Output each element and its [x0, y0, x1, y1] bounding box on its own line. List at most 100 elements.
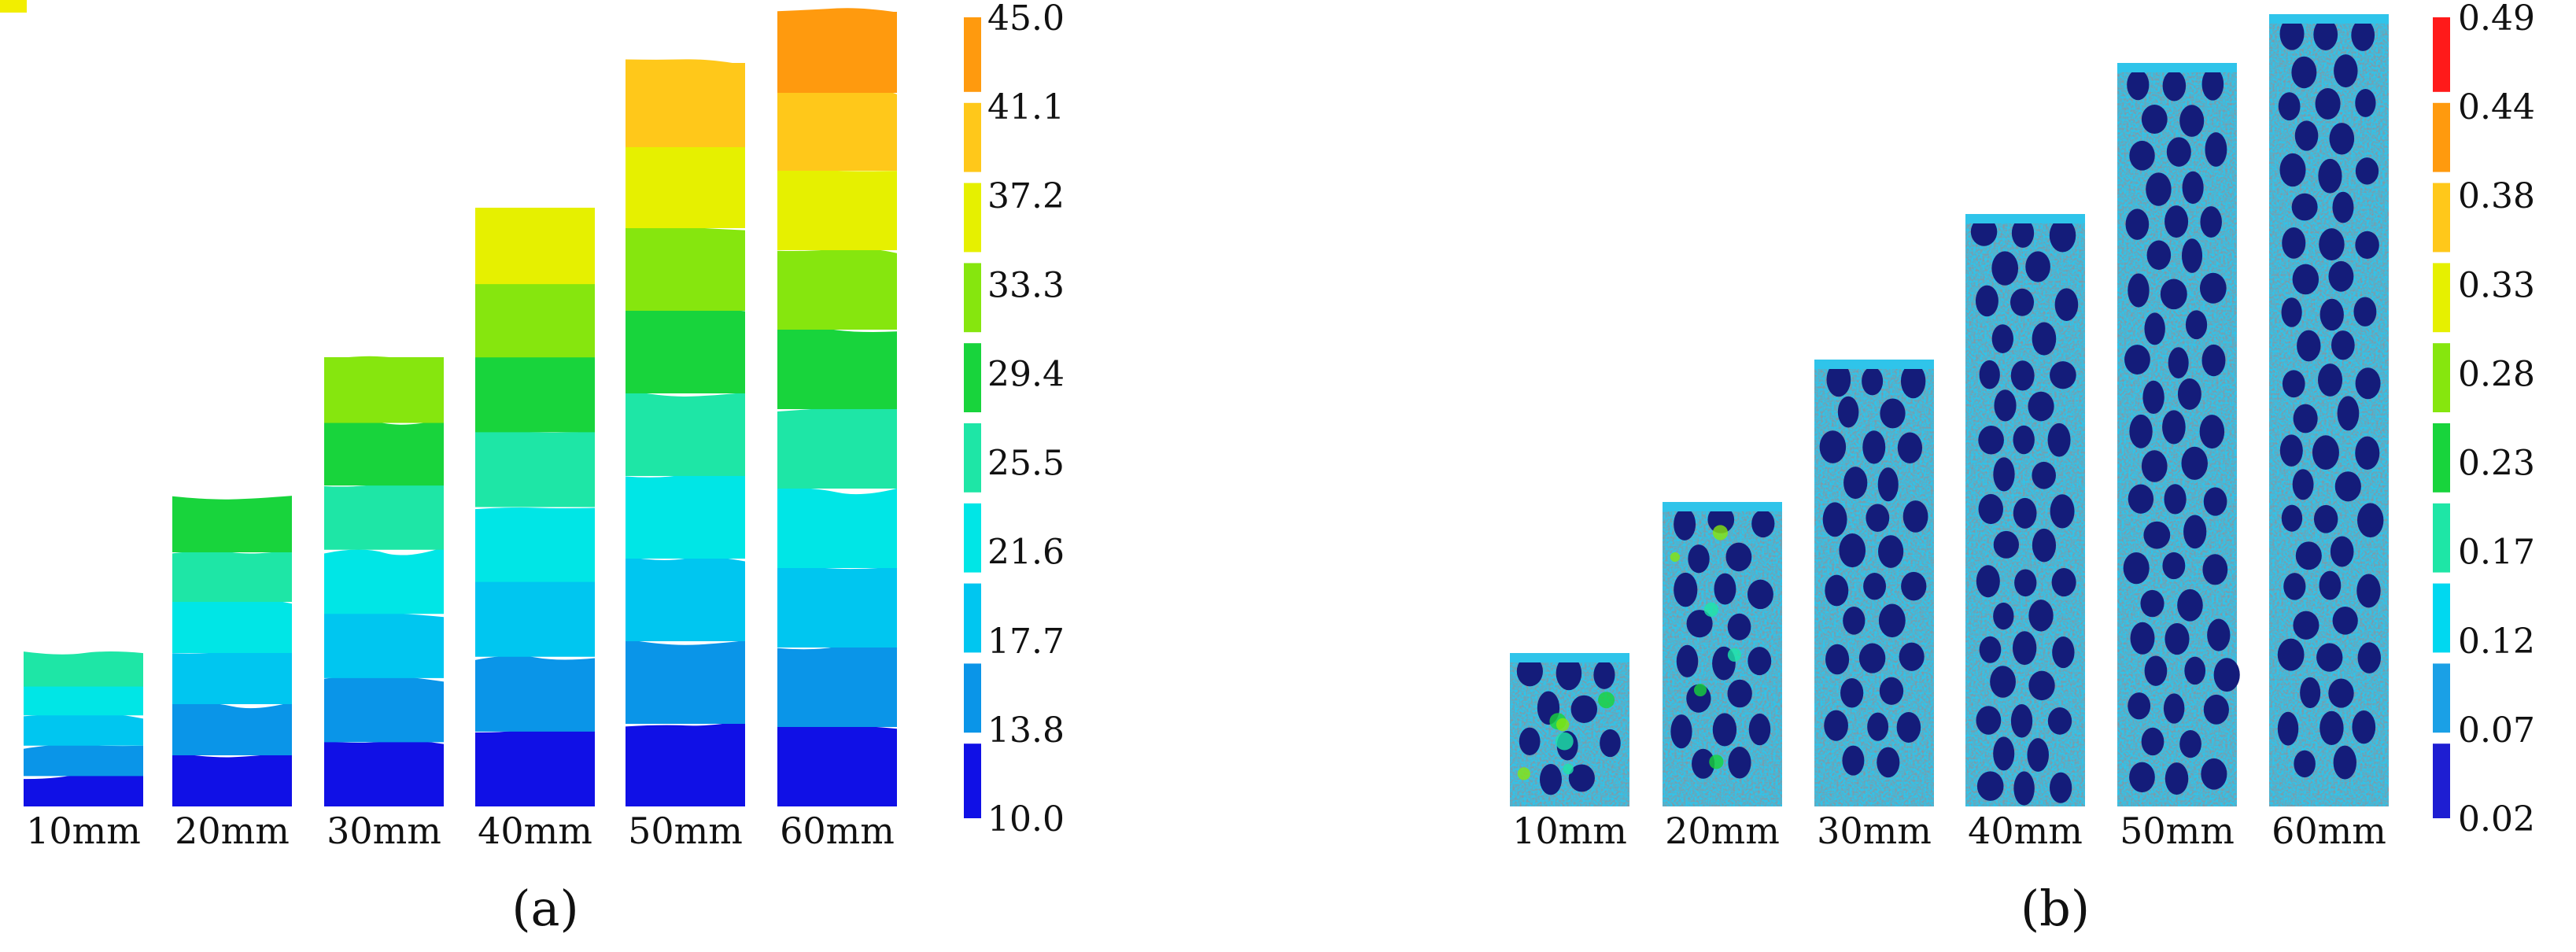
pore-blob — [1902, 500, 1928, 533]
colorbar-tick-label: 13.8 — [987, 710, 1065, 751]
pore-blob — [2028, 391, 2054, 422]
pore-blob — [1826, 362, 1851, 397]
pore-blob — [2032, 528, 2057, 563]
color-band — [24, 712, 143, 746]
color-band — [172, 751, 292, 806]
panel-a-colorbar-ticks: 45.0 41.1 37.2 33.3 29.4 25.5 21.6 17.7 13.8 10.0 — [987, 0, 1065, 839]
colorbar-swatch — [964, 343, 981, 412]
pore-blob — [1748, 713, 1771, 746]
pore-blob — [1843, 607, 1866, 635]
color-band — [24, 683, 143, 716]
pore-blob — [1686, 610, 1713, 638]
pore-blob — [2050, 494, 2075, 529]
color-band — [475, 726, 595, 806]
strain-spot — [1709, 755, 1724, 769]
pore-blob — [2333, 745, 2356, 780]
column-label: 60mm — [780, 810, 895, 852]
pore-blob — [2205, 132, 2227, 167]
strain-spot — [1563, 763, 1574, 775]
panel-a-column — [475, 208, 595, 806]
pore-blob — [1570, 695, 1598, 723]
colorbar-tick-label: 17.7 — [987, 622, 1065, 662]
color-band — [172, 598, 292, 653]
pore-blob — [2294, 120, 2319, 151]
strain-spot — [1598, 692, 1615, 709]
pore-blob — [1728, 747, 1751, 779]
color-band — [777, 85, 897, 171]
pore-blob — [1866, 504, 1890, 533]
colorbar-tick-label: 0.23 — [2458, 444, 2535, 484]
pore-blob — [2141, 450, 2168, 482]
colorbar-swatch — [964, 183, 981, 253]
pore-blob — [2292, 469, 2314, 500]
colorbar-swatch — [2433, 583, 2450, 653]
pore-blob — [2207, 618, 2231, 651]
pore-blob — [2279, 153, 2306, 187]
pore-blob — [2331, 330, 2355, 360]
pore-blob — [2203, 694, 2229, 725]
pore-blob — [2277, 638, 2305, 671]
pore-blob — [2010, 288, 2035, 316]
column-label: 10mm — [1512, 810, 1627, 852]
color-band — [475, 580, 595, 657]
pore-blob — [2146, 172, 2172, 206]
pore-blob — [2052, 637, 2075, 669]
pore-blob — [2142, 380, 2165, 415]
pore-blob — [1707, 506, 1735, 533]
colorbar-swatch — [964, 17, 981, 92]
pore-blob — [2203, 487, 2227, 516]
color-band — [324, 418, 444, 486]
panel-b-column — [1965, 214, 2085, 806]
pore-blob — [1674, 507, 1696, 541]
color-band — [24, 769, 143, 806]
pore-blob — [2050, 361, 2076, 389]
pore-blob — [2128, 692, 2151, 720]
colorbar-tick-label: 0.28 — [2458, 354, 2535, 394]
color-band — [172, 549, 292, 602]
pore-blob — [2141, 727, 2165, 756]
column-cap — [1663, 502, 1782, 511]
color-band — [626, 142, 745, 228]
pore-blob — [2025, 251, 2050, 282]
pore-blob — [2184, 656, 2206, 685]
panel-a-column — [172, 496, 292, 806]
pore-blob — [2141, 105, 2168, 134]
panel-a-column — [777, 8, 897, 806]
pore-blob — [2177, 589, 2203, 622]
color-band — [324, 675, 444, 743]
pore-blob — [2014, 569, 2037, 597]
pore-blob — [2144, 655, 2168, 686]
pore-blob — [1842, 745, 1865, 776]
pore-blob — [2297, 330, 2321, 362]
pore-blob — [2332, 607, 2358, 635]
pore-blob — [1600, 729, 1621, 758]
color-band — [172, 649, 292, 704]
pore-blob — [1840, 677, 1864, 708]
column-label: 50mm — [2120, 810, 2235, 852]
pore-blob — [2337, 396, 2360, 431]
pore-blob — [1877, 467, 1899, 502]
pore-blob — [2291, 56, 2317, 89]
pore-blob — [2281, 504, 2303, 532]
pore-blob — [2179, 730, 2201, 758]
pore-blob — [2293, 611, 2320, 640]
pore-blob — [1990, 666, 2016, 698]
color-band — [626, 470, 745, 559]
pore-blob — [1976, 706, 2002, 735]
pore-blob — [2319, 570, 2342, 600]
colorbar-swatch — [2433, 423, 2450, 493]
pore-blob — [2320, 298, 2344, 331]
color-band — [626, 226, 745, 311]
pore-blob — [2166, 137, 2191, 167]
pore-blob — [1727, 613, 1751, 640]
pore-blob — [1978, 493, 2003, 525]
pore-blob — [2185, 310, 2208, 340]
pore-blob — [1877, 747, 1900, 778]
pore-blob — [2356, 574, 2381, 608]
panel-b-column — [1510, 653, 1629, 806]
pore-blob — [2054, 288, 2079, 321]
pore-blob — [2312, 435, 2339, 470]
strain-spot — [1693, 684, 1707, 697]
colorbar-swatch — [2433, 343, 2450, 412]
pore-blob — [2124, 345, 2150, 375]
